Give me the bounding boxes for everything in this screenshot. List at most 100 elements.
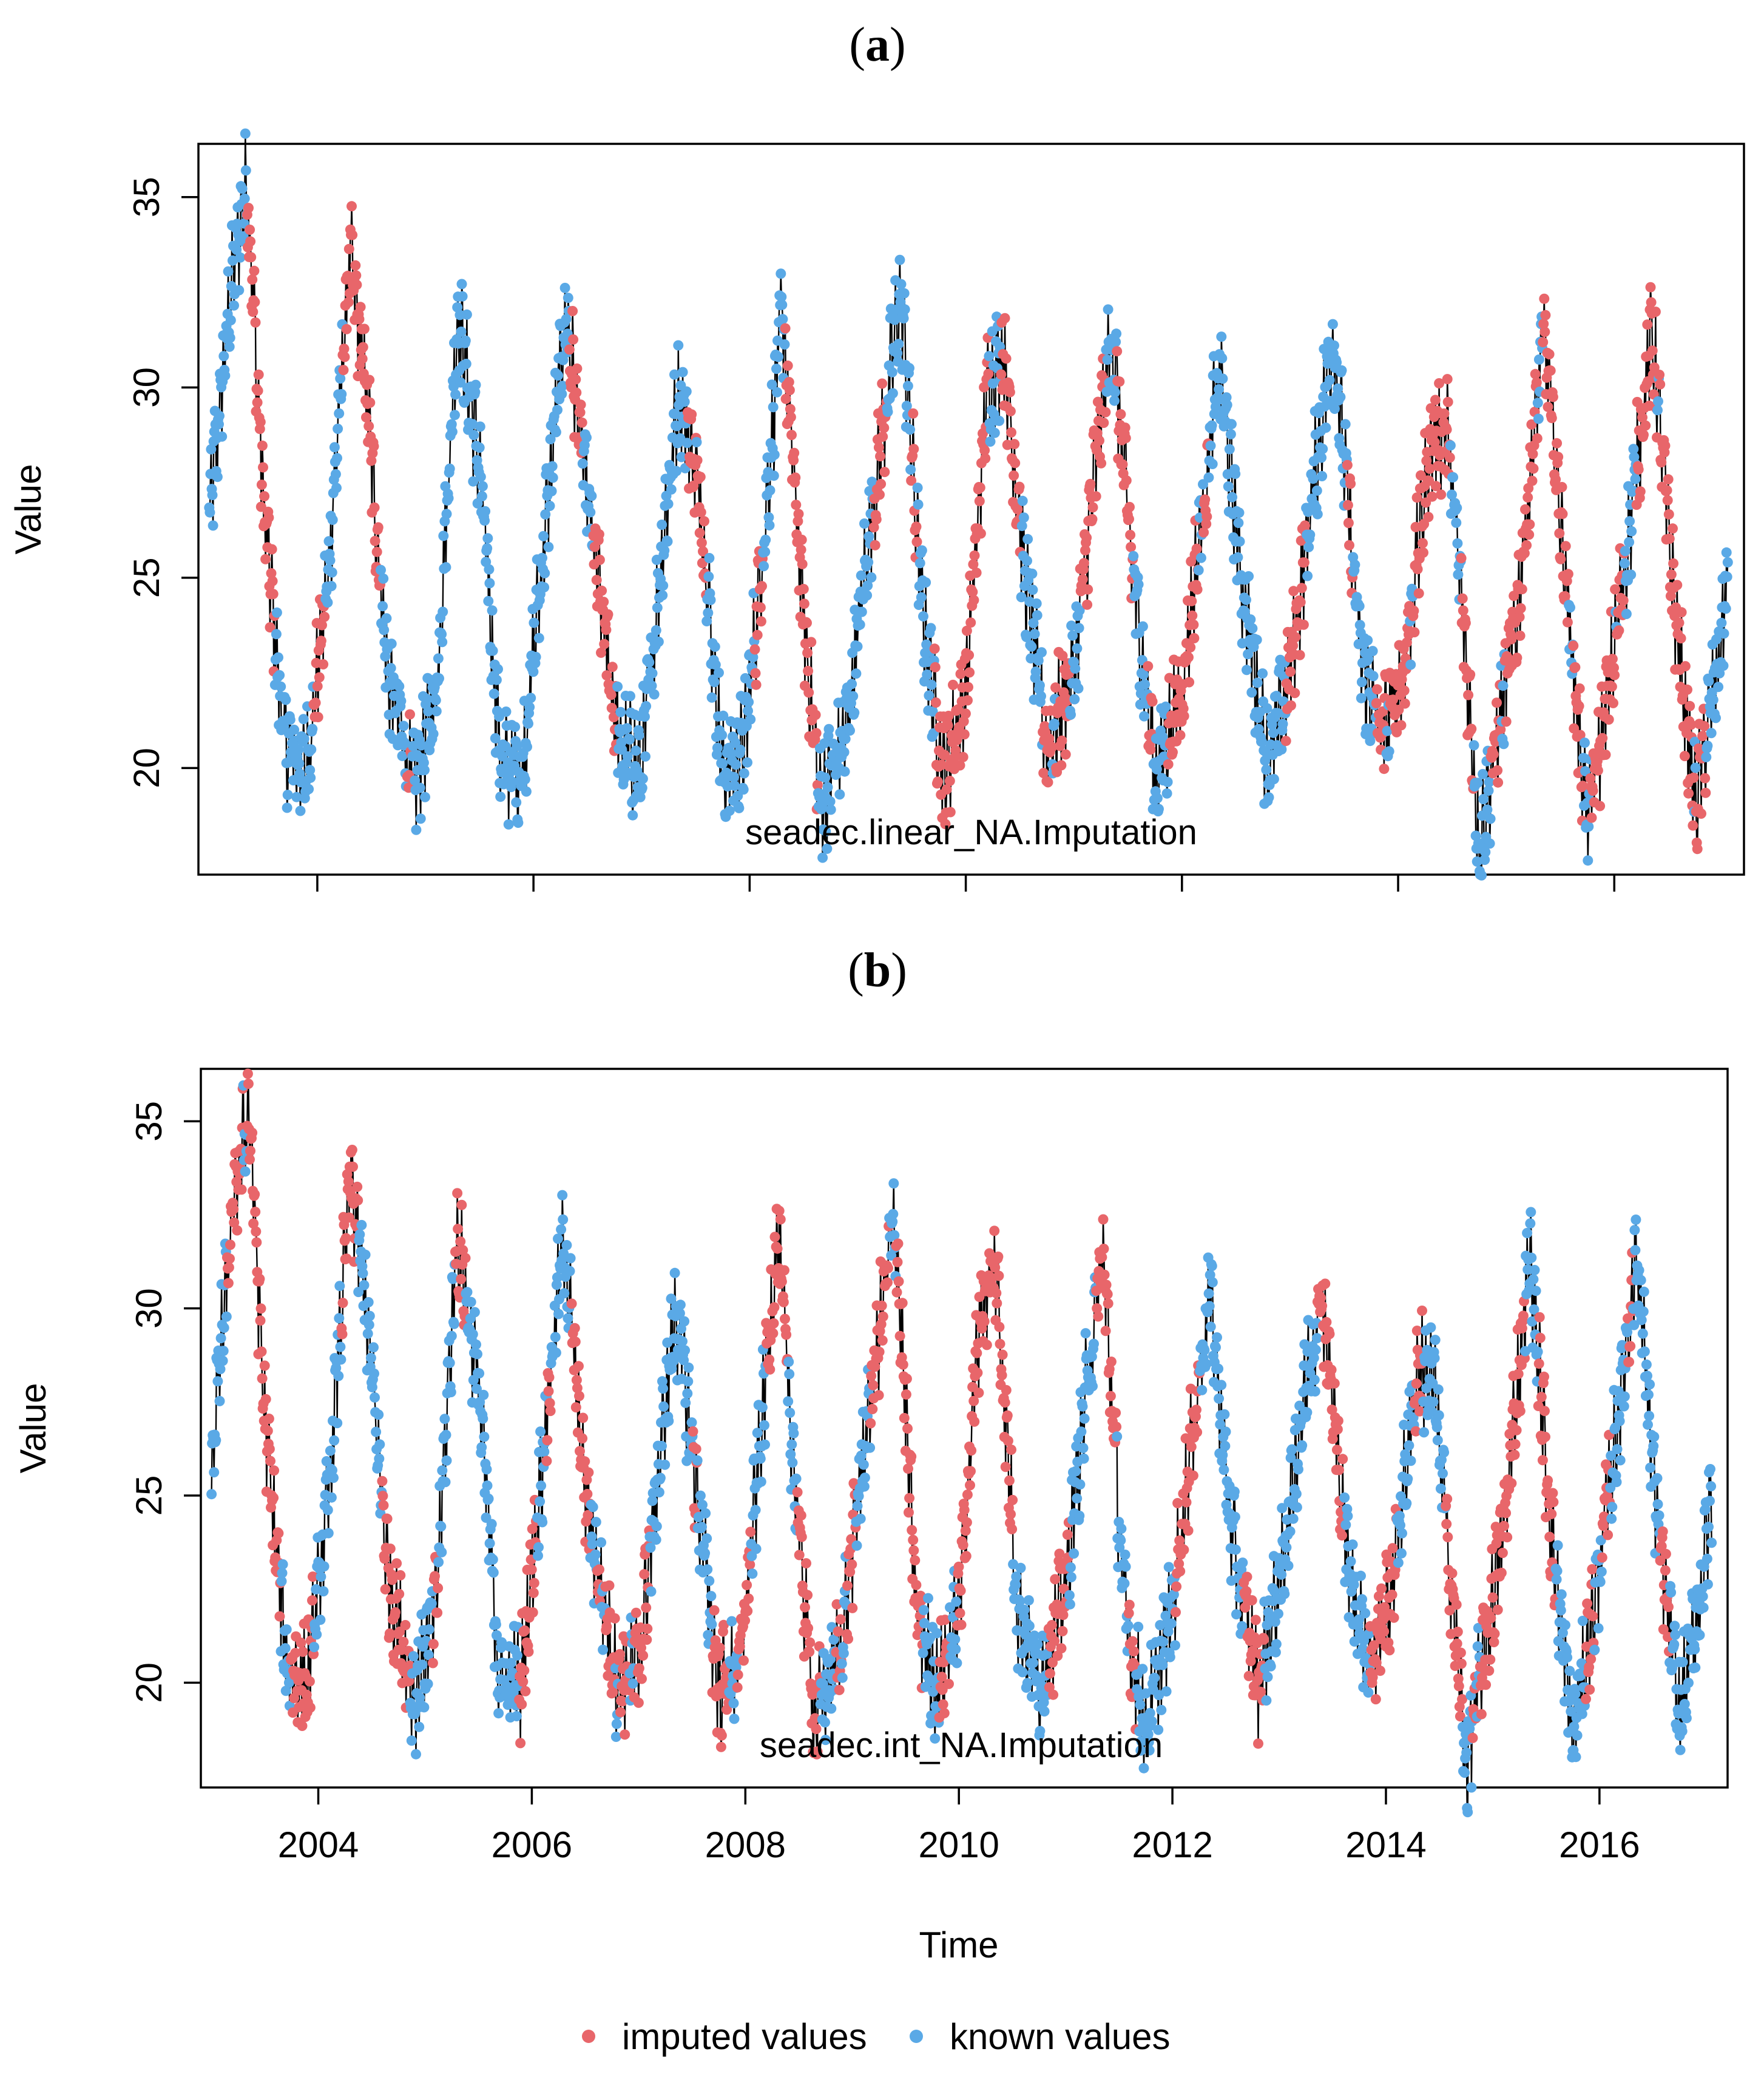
known-point xyxy=(558,354,569,365)
imputed-point xyxy=(251,1237,262,1248)
known-point xyxy=(898,313,909,324)
known-point xyxy=(916,545,927,556)
known-point xyxy=(728,1698,739,1709)
known-point xyxy=(1430,1335,1441,1346)
known-point xyxy=(1078,1453,1089,1464)
known-point xyxy=(561,314,572,325)
imputed-point xyxy=(1343,518,1354,529)
known-point xyxy=(700,1548,711,1559)
imputed-point xyxy=(296,1638,306,1648)
known-point xyxy=(448,1318,459,1329)
imputed-point xyxy=(1062,1530,1073,1540)
known-point xyxy=(1638,1306,1649,1317)
imputed-point xyxy=(1514,612,1525,623)
imputed-point xyxy=(1057,651,1068,661)
imputed-point xyxy=(1447,1568,1458,1579)
imputed-point xyxy=(1183,652,1194,663)
imputed-point xyxy=(1481,1679,1492,1690)
imputed-point xyxy=(337,1298,348,1309)
imputed-point xyxy=(993,1252,1004,1262)
imputed-point xyxy=(1660,1548,1671,1559)
imputed-point xyxy=(1424,463,1435,474)
known-point xyxy=(1472,1641,1483,1652)
known-point xyxy=(1066,1572,1076,1582)
imputed-point xyxy=(236,1184,247,1195)
known-point xyxy=(374,1453,385,1464)
imputed-point xyxy=(1524,519,1535,530)
known-point xyxy=(1428,1397,1439,1408)
imputed-point xyxy=(604,1580,615,1591)
imputed-point xyxy=(1501,1508,1512,1519)
imputed-point xyxy=(1124,513,1134,524)
known-point xyxy=(333,424,343,434)
imputed-point xyxy=(1663,474,1674,485)
known-point xyxy=(537,552,547,563)
imputed-point xyxy=(1092,396,1103,407)
imputed-point xyxy=(304,1676,315,1687)
imputed-point xyxy=(1379,1626,1390,1637)
known-point xyxy=(927,706,938,717)
imputed-point xyxy=(1657,1526,1668,1537)
imputed-point xyxy=(874,489,885,500)
known-point xyxy=(1331,357,1342,368)
known-point xyxy=(1211,1342,1221,1353)
known-point xyxy=(487,605,498,616)
x-tick-label: 2010 xyxy=(918,1825,999,1865)
imputed-point xyxy=(245,236,256,247)
known-point xyxy=(726,1616,737,1627)
imputed-point xyxy=(355,302,366,313)
imputed-point xyxy=(784,385,795,396)
known-point xyxy=(323,536,334,547)
known-point xyxy=(552,404,563,415)
imputed-point xyxy=(1188,619,1199,630)
known-point xyxy=(325,555,336,566)
imputed-point xyxy=(989,1225,1000,1236)
known-point xyxy=(1329,340,1339,351)
imputed-point xyxy=(1424,475,1435,486)
imputed-point xyxy=(617,1696,628,1707)
imputed-point xyxy=(395,1570,406,1581)
imputed-point xyxy=(877,1311,888,1322)
known-point xyxy=(652,602,663,613)
known-point xyxy=(332,453,342,464)
imputed-point xyxy=(433,1583,444,1593)
imputed-point xyxy=(911,1579,922,1590)
imputed-point xyxy=(1253,1738,1263,1749)
known-point xyxy=(888,1208,899,1219)
known-point xyxy=(705,595,716,605)
known-point xyxy=(637,782,647,793)
imputed-point xyxy=(973,1387,984,1398)
imputed-point xyxy=(873,1390,884,1401)
imputed-point xyxy=(1614,625,1624,636)
imputed-point xyxy=(891,1287,902,1298)
known-point xyxy=(240,1166,251,1177)
known-point xyxy=(543,541,554,552)
imputed-point xyxy=(1550,474,1561,485)
known-point xyxy=(866,572,877,583)
known-point xyxy=(1711,713,1721,723)
imputed-point xyxy=(1442,396,1453,407)
known-point xyxy=(218,1323,229,1333)
imputed-point xyxy=(1096,458,1107,469)
known-point xyxy=(651,1534,661,1545)
known-point xyxy=(786,1439,797,1450)
known-point xyxy=(1291,1488,1302,1499)
known-point xyxy=(1223,481,1234,492)
known-point xyxy=(522,742,532,752)
imputed-point xyxy=(265,1455,275,1466)
known-point xyxy=(563,1313,573,1324)
imputed-point xyxy=(1543,401,1553,412)
imputed-point xyxy=(930,662,941,673)
known-point xyxy=(446,419,457,430)
known-point xyxy=(1404,1440,1414,1451)
known-point xyxy=(1350,560,1360,570)
imputed-point xyxy=(1570,662,1581,673)
known-point xyxy=(1703,1522,1714,1533)
known-point xyxy=(660,1459,671,1470)
known-point xyxy=(717,758,728,769)
known-point xyxy=(483,1493,494,1504)
imputed-point xyxy=(696,537,707,548)
y-axis-title: Value xyxy=(8,464,49,554)
known-point xyxy=(1305,529,1316,540)
known-point xyxy=(1204,1301,1215,1312)
